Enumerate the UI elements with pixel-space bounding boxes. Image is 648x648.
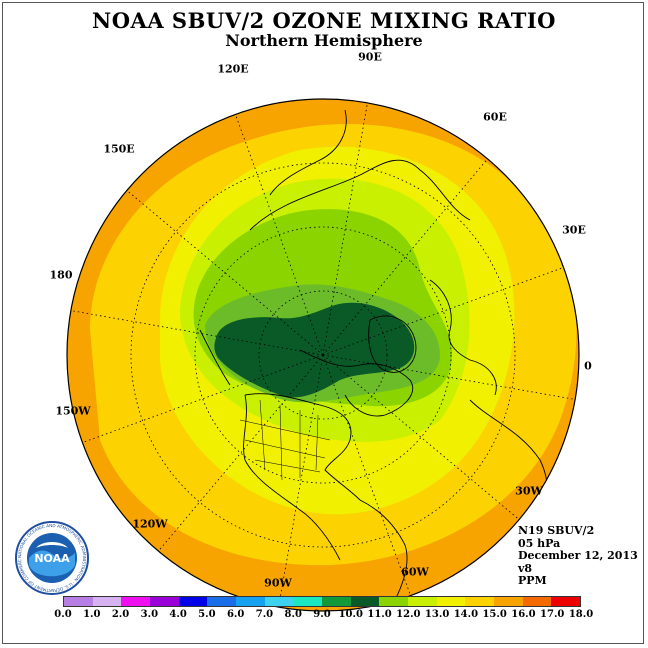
colorbar-tick-label: 2.0	[111, 609, 130, 620]
info-version: v8	[518, 561, 533, 575]
colorbar-segment	[293, 597, 323, 606]
lon-label-30w: 30W	[515, 484, 543, 498]
latitude-circles	[130, 162, 516, 548]
us-states-grid	[239, 399, 331, 481]
lon-label-150w: 150W	[55, 404, 91, 418]
colorbar-segment	[207, 597, 237, 606]
colorbar-segment	[92, 597, 122, 606]
colorbar-segment	[551, 597, 581, 606]
lon-label-90e: 90E	[358, 50, 382, 64]
colorbar-tick-label: 18.0	[568, 609, 594, 620]
colorbar-tick-label: 12.0	[396, 609, 421, 620]
colorbar-tick-label: 11.0	[367, 609, 392, 620]
colorbar-segment	[436, 597, 466, 606]
info-level: 05 hPa	[518, 536, 561, 550]
colorbar-segment	[350, 597, 380, 606]
colorbar-segment	[322, 597, 351, 606]
info-block: N19 SBUV/2 05 hPa December 12, 2013 v8 P…	[518, 524, 638, 588]
lon-label-90w: 90W	[264, 576, 292, 590]
info-satellite: N19 SBUV/2	[518, 524, 595, 537]
colorbar-tick-label: 9.0	[313, 609, 331, 620]
colorbar-tick-label: 10.0	[338, 609, 363, 620]
map-subtitle: Northern Hemisphere	[225, 31, 423, 50]
colorbar-segment	[178, 597, 208, 606]
colorbar-segment	[494, 597, 523, 606]
colorbar-segment	[264, 597, 294, 606]
colorbar-segment	[64, 597, 93, 606]
colorbar	[63, 596, 581, 607]
colorbar-tick-label: 4.0	[169, 609, 187, 620]
lon-label-120w: 120W	[132, 517, 168, 531]
colorbar-tick-label: 8.0	[284, 609, 302, 620]
colorbar-tick-label: 13.0	[424, 609, 450, 620]
lon-label-0: 0	[584, 359, 592, 373]
colorbar-tick-label: 14.0	[453, 609, 479, 620]
colorbar-tick-label: 1.0	[83, 609, 101, 620]
noaa-logo-text: NOAA	[34, 552, 70, 565]
colorbar-tick-label: 3.0	[140, 609, 159, 620]
colorbar-tick-label: 0.0	[54, 609, 72, 620]
lon-label-150e: 150E	[103, 142, 135, 156]
lon-label-60w: 60W	[401, 565, 429, 579]
lon-label-30e: 30E	[562, 223, 586, 237]
colorbar-segment	[408, 597, 437, 606]
lon-label-60e: 60E	[483, 110, 507, 124]
colorbar-ticks: 0.0 1.0 2.0 3.0 4.0 5.0 6.0 7.0 8.0 9.0 10.0 11.0 12…	[54, 609, 593, 623]
colorbar-segment	[236, 597, 265, 606]
colorbar-tick-label: 16.0	[511, 609, 536, 620]
colorbar-segment	[150, 597, 179, 606]
map-title: NOAA SBUV/2 OZONE MIXING RATIO	[92, 8, 556, 33]
noaa-logo: NOAA NATIONAL OCEANIC AND ATMOSPHERIC AD…	[14, 520, 89, 595]
colorbar-segment	[465, 597, 495, 606]
colorbar-tick-label: 15.0	[482, 609, 507, 620]
colorbar-segment	[379, 597, 409, 606]
colorbar-segment	[522, 597, 552, 606]
ozone-core	[214, 302, 415, 398]
lon-label-120e: 120E	[217, 62, 249, 76]
colorbar-segment	[121, 597, 151, 606]
colorbar-tick-label: 7.0	[255, 609, 274, 620]
info-date: December 12, 2013	[518, 549, 638, 562]
lon-label-180: 180	[49, 268, 73, 282]
info-units: PPM	[518, 574, 547, 587]
map-boundary	[66, 98, 580, 612]
colorbar-tick-label: 17.0	[540, 609, 565, 620]
colorbar-tick-label: 5.0	[198, 609, 216, 620]
colorbar-tick-label: 6.0	[226, 609, 245, 620]
